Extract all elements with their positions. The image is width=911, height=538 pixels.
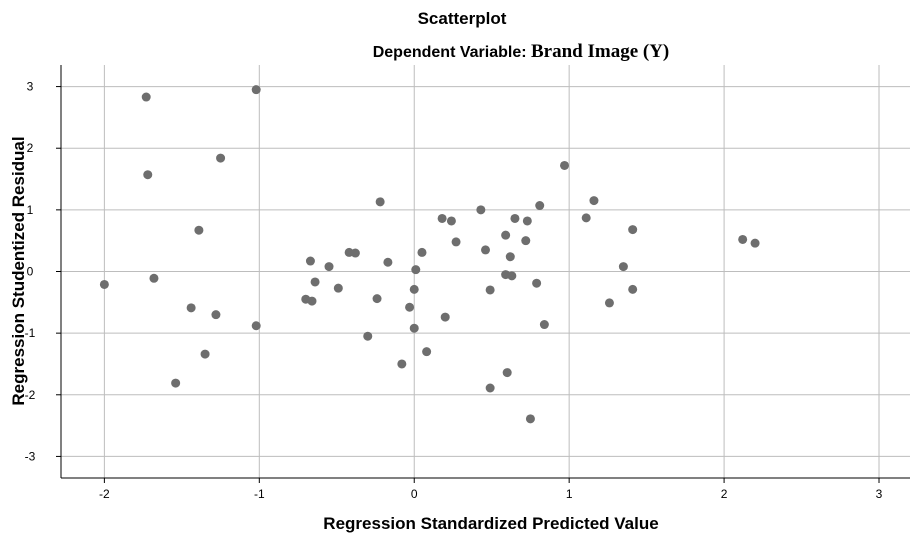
scatter-point: [375, 197, 385, 207]
scatter-point: [251, 321, 261, 331]
scatter-point: [99, 279, 109, 289]
y-tick-label: 0: [27, 265, 34, 279]
scatter-point: [310, 277, 320, 287]
scatter-point: [510, 213, 520, 223]
scatter-point: [476, 205, 486, 215]
scatter-point: [194, 225, 204, 235]
scatter-point: [589, 196, 599, 206]
scatter-point: [532, 278, 542, 288]
scatter-point: [333, 283, 343, 293]
scatter-point: [628, 284, 638, 294]
scatter-point: [505, 252, 515, 262]
scatter-point: [305, 256, 315, 266]
x-axis-label: Regression Standardized Predicted Value: [323, 514, 658, 533]
y-tick-label: 3: [27, 80, 34, 94]
scatter-point: [446, 216, 456, 226]
scatter-point: [200, 349, 210, 359]
x-tick-label: -2: [99, 487, 110, 501]
scatter-point: [186, 303, 196, 313]
subtitle-prefix: Dependent Variable:: [373, 44, 531, 61]
scatter-point: [411, 265, 421, 275]
scatter-point: [481, 245, 490, 255]
scatter-point: [522, 216, 532, 226]
scatter-point: [485, 285, 495, 295]
scatter-point: [143, 170, 153, 180]
scatter-point: [501, 230, 511, 240]
scatter-point: [560, 160, 570, 170]
x-tick-label: 2: [721, 487, 728, 501]
axes: -2 -1 0 1 2 3 3 2 1 0 -1 -2 -3: [25, 65, 910, 501]
scatter-point: [604, 298, 614, 308]
scatter-point: [372, 294, 382, 304]
scatter-point: [535, 201, 545, 211]
scatter-point: [437, 213, 447, 223]
subtitle-variable: Brand Image (Y): [531, 41, 669, 62]
scatter-point: [738, 234, 748, 244]
scatter-point: [618, 262, 628, 272]
y-tick-label: -1: [25, 326, 36, 340]
scatter-point: [409, 323, 419, 333]
x-tick-label: -1: [254, 487, 265, 501]
scatter-point: [405, 302, 415, 312]
chart-title: Scatterplot: [418, 9, 507, 28]
y-tick-label: -3: [25, 449, 36, 463]
scatter-point: [149, 273, 159, 283]
scatter-point: [324, 262, 334, 272]
x-tick-label: 1: [566, 487, 573, 501]
data-points: [99, 85, 760, 424]
y-tick-label: 1: [27, 203, 34, 217]
scatter-point: [409, 284, 419, 294]
chart-subtitle: Dependent Variable: Brand Image (Y): [373, 41, 670, 62]
scatter-point: [507, 271, 517, 281]
scatter-point: [525, 414, 535, 424]
scatter-point: [251, 85, 261, 95]
scatter-point: [628, 225, 638, 235]
y-tick-label: 2: [27, 141, 34, 155]
x-tick-label: 0: [411, 487, 418, 501]
scatter-point: [141, 92, 151, 102]
scatter-point: [171, 378, 181, 388]
scatter-point: [216, 153, 226, 163]
scatter-point: [350, 248, 360, 258]
scatter-point: [451, 237, 461, 247]
scatter-point: [422, 347, 432, 357]
x-tick-label: 3: [876, 487, 883, 501]
scatter-point: [397, 359, 407, 369]
scatter-point: [521, 236, 531, 246]
scatter-point: [581, 213, 591, 223]
scatter-point: [440, 312, 450, 322]
y-tick-label: -2: [25, 388, 36, 402]
scatter-point: [211, 310, 221, 320]
scatter-point: [417, 247, 427, 257]
scatter-point: [539, 320, 549, 330]
scatter-point: [485, 383, 495, 393]
scatter-point: [307, 296, 317, 306]
scatter-point: [502, 368, 512, 378]
scatter-point: [363, 331, 373, 341]
scatter-point: [750, 238, 760, 248]
y-axis-label: Regression Studentized Residual: [9, 136, 28, 405]
scatter-point: [383, 257, 393, 267]
gridlines: [61, 65, 910, 478]
